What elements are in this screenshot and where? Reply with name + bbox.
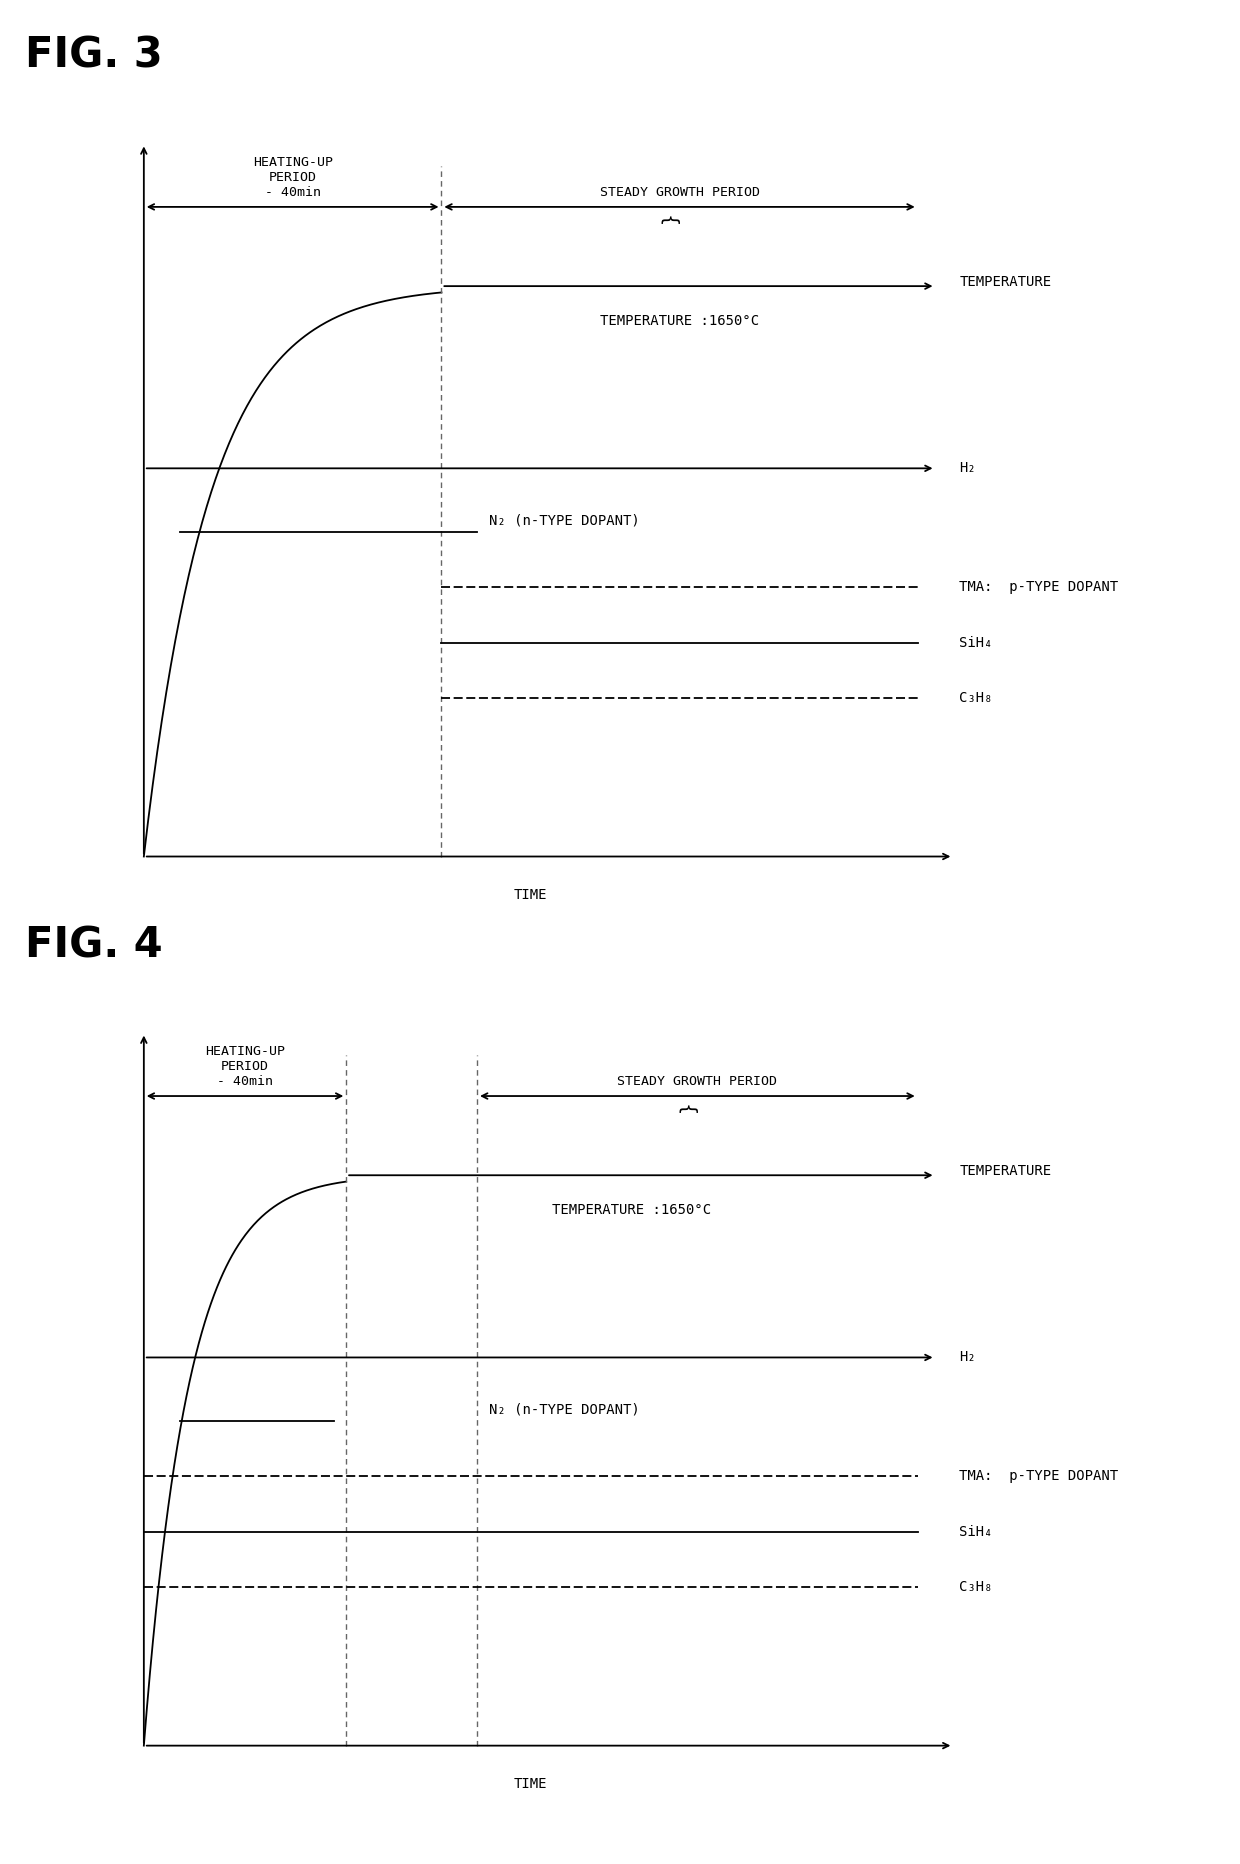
Text: TIME: TIME [513,887,548,902]
Text: FIG. 4: FIG. 4 [25,925,162,966]
Text: H₂: H₂ [960,460,976,475]
Text: N₂ (n-TYPE DOPANT): N₂ (n-TYPE DOPANT) [489,1404,640,1417]
Text: TMA:  p-TYPE DOPANT: TMA: p-TYPE DOPANT [960,580,1118,595]
Text: TMA:  p-TYPE DOPANT: TMA: p-TYPE DOPANT [960,1469,1118,1484]
Text: C₃H₈: C₃H₈ [960,1581,993,1594]
Text: TEMPERATURE :1650°C: TEMPERATURE :1650°C [600,313,759,328]
Text: {: { [676,1103,694,1117]
Text: TEMPERATURE :1650°C: TEMPERATURE :1650°C [552,1202,712,1217]
Text: STEADY GROWTH PERIOD: STEADY GROWTH PERIOD [618,1076,777,1089]
Text: TIME: TIME [513,1778,548,1791]
Text: STEADY GROWTH PERIOD: STEADY GROWTH PERIOD [599,186,760,199]
Text: TEMPERATURE: TEMPERATURE [960,1165,1052,1178]
Text: N₂ (n-TYPE DOPANT): N₂ (n-TYPE DOPANT) [489,514,640,528]
Text: SiH₄: SiH₄ [960,1525,993,1540]
Text: {: { [658,214,677,227]
Text: SiH₄: SiH₄ [960,636,993,651]
Text: FIG. 3: FIG. 3 [25,35,162,76]
Text: HEATING-UP
PERIOD
- 40min: HEATING-UP PERIOD - 40min [205,1046,285,1089]
Text: C₃H₈: C₃H₈ [960,692,993,705]
Text: HEATING-UP
PERIOD
- 40min: HEATING-UP PERIOD - 40min [253,157,332,199]
Text: TEMPERATURE: TEMPERATURE [960,276,1052,289]
Text: H₂: H₂ [960,1350,976,1364]
